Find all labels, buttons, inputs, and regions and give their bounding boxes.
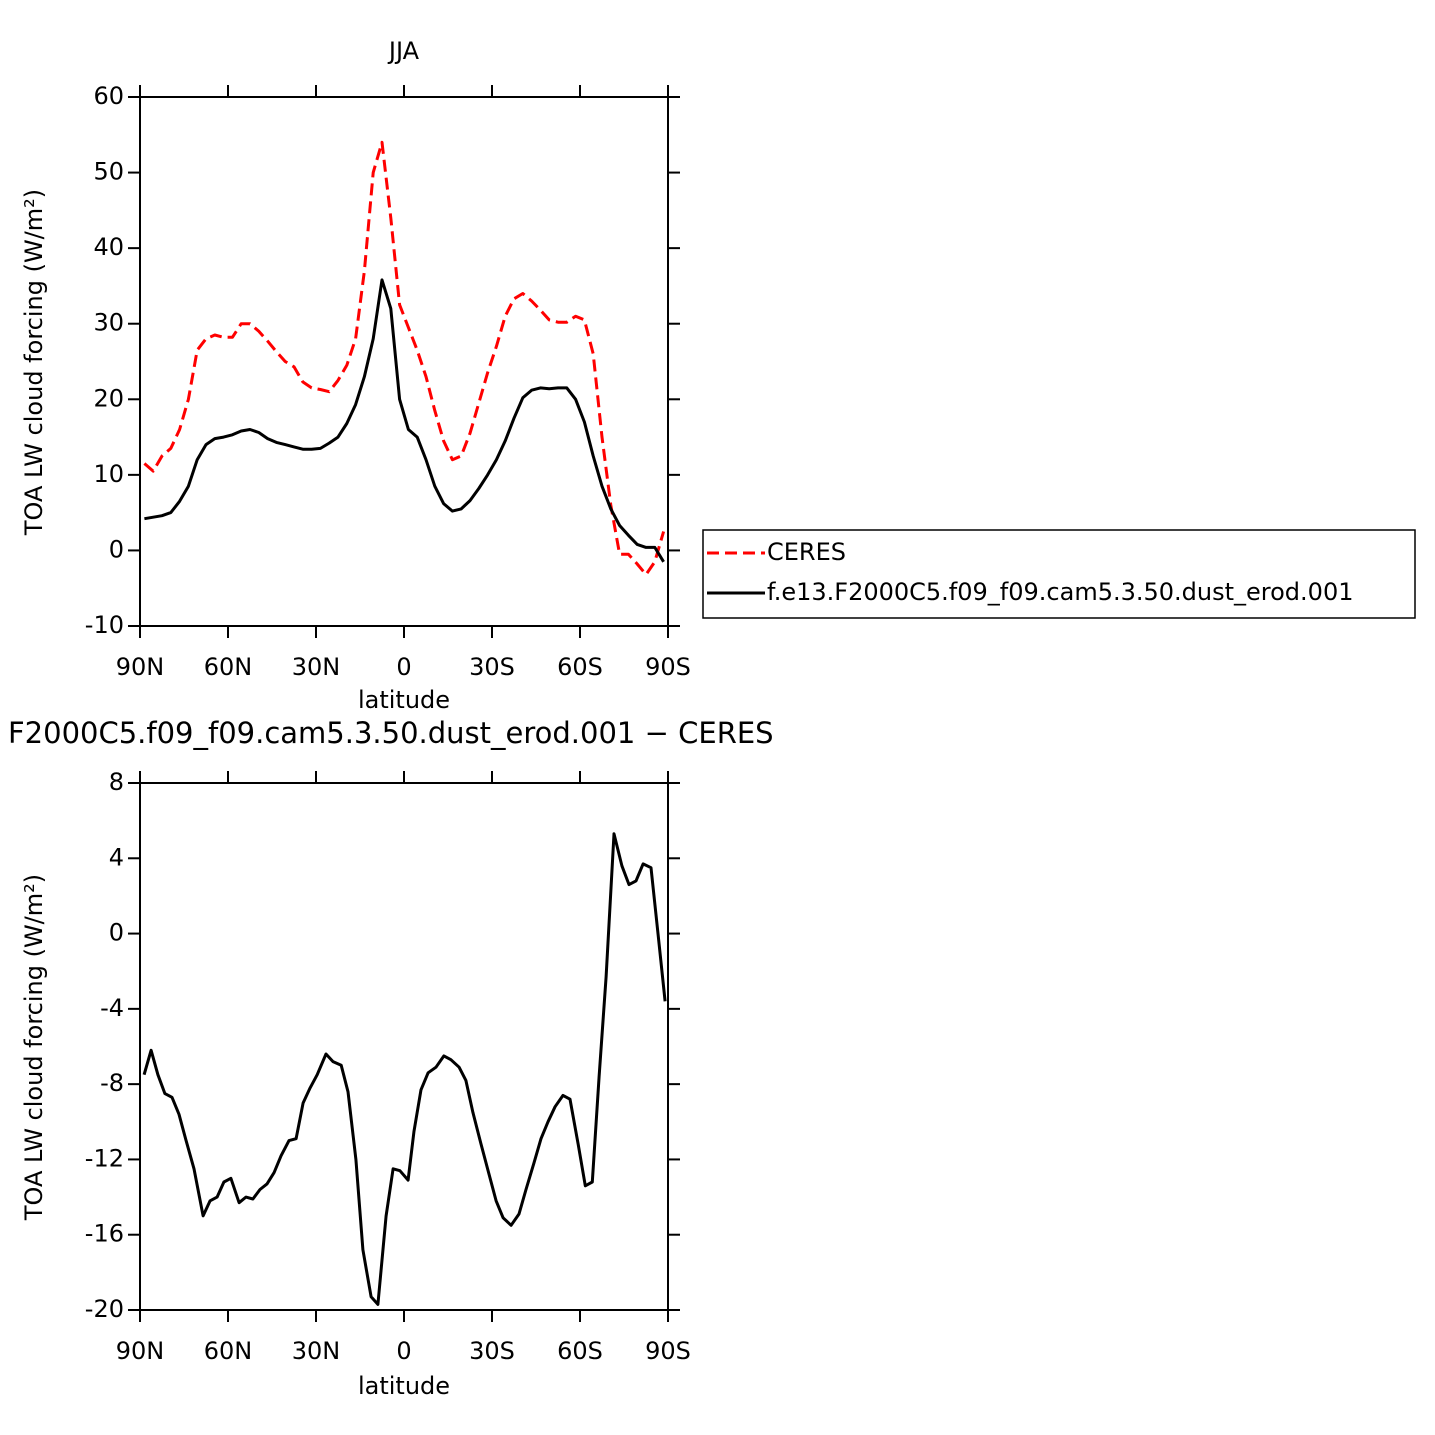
x-axis-label: latitude — [358, 1372, 450, 1400]
legend-box — [702, 529, 1416, 619]
y-tick-label: 0 — [109, 919, 124, 947]
y-tick-label: 20 — [93, 384, 124, 412]
y-tick-label: -20 — [85, 1295, 124, 1323]
x-tick-label: 90S — [645, 1337, 691, 1365]
chart-title: F2000C5.f09_f09.cam5.3.50.dust_erod.001 … — [8, 716, 774, 750]
legend-label: CERES — [767, 538, 846, 566]
y-tick-label: 8 — [109, 768, 124, 796]
y-axis-label: TOA LW cloud forcing (W/m²) — [20, 874, 48, 1221]
plot-frame — [139, 96, 669, 627]
x-tick-label: 90S — [645, 653, 691, 681]
legend-label: f.e13.F2000C5.f09_f09.cam5.3.50.dust_ero… — [767, 578, 1353, 606]
y-tick-label: 4 — [109, 843, 124, 871]
x-tick-label: 30N — [292, 653, 341, 681]
x-tick-label: 30S — [469, 1337, 515, 1365]
series-line — [143, 140, 666, 577]
y-tick-label: -10 — [85, 611, 124, 639]
y-tick-label: 50 — [93, 158, 124, 186]
x-axis-label: latitude — [358, 686, 450, 714]
x-tick-label: 30N — [292, 1337, 341, 1365]
series-line — [142, 832, 667, 1306]
y-tick-label: -12 — [85, 1144, 124, 1172]
x-tick-label: 90N — [116, 1337, 165, 1365]
y-tick-label: 40 — [93, 233, 124, 261]
y-tick-label: 0 — [109, 535, 124, 563]
y-tick-label: 30 — [93, 309, 124, 337]
y-axis-label: TOA LW cloud forcing (W/m²) — [20, 189, 48, 536]
x-tick-label: 60N — [204, 1337, 253, 1365]
x-tick-label: 60N — [204, 653, 253, 681]
x-tick-label: 90N — [116, 653, 165, 681]
x-tick-label: 60S — [557, 653, 603, 681]
chart-title: JJA — [387, 37, 420, 65]
y-tick-label: -4 — [100, 994, 124, 1022]
series-line — [144, 278, 665, 563]
y-tick-label: 60 — [93, 82, 124, 110]
x-tick-label: 30S — [469, 653, 515, 681]
x-tick-label: 0 — [396, 653, 411, 681]
y-tick-label: -16 — [85, 1220, 124, 1248]
y-tick-label: 10 — [93, 460, 124, 488]
plot-frame — [139, 782, 669, 1311]
x-tick-label: 0 — [396, 1337, 411, 1365]
x-tick-label: 60S — [557, 1337, 603, 1365]
y-tick-label: -8 — [100, 1069, 124, 1097]
